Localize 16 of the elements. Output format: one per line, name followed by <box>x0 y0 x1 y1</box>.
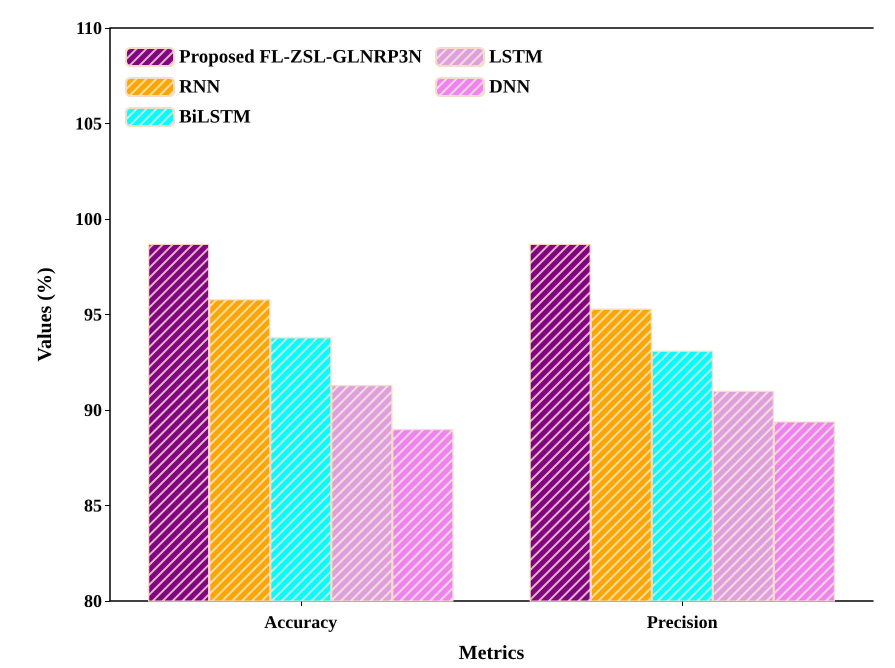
legend-label: BiLSTM <box>179 106 251 128</box>
y-axis-title: Values (%) <box>34 267 56 362</box>
legend-label: DNN <box>489 76 530 98</box>
y-tick-label: 95 <box>84 304 102 324</box>
y-tick-label: 105 <box>75 114 102 134</box>
y-tick-label: 85 <box>84 496 102 516</box>
x-tick-label: Accuracy <box>264 612 338 632</box>
y-tick-label: 110 <box>76 18 102 38</box>
x-axis-title: Metrics <box>458 642 524 664</box>
legend-label: RNN <box>179 76 220 98</box>
legend-label: LSTM <box>489 46 543 68</box>
legend-label: Proposed FL-ZSL-GLNRP3N <box>179 46 422 68</box>
y-tick-label: 80 <box>84 591 102 611</box>
y-tick-label: 90 <box>84 400 102 420</box>
y-tick-label: 100 <box>75 209 102 229</box>
x-tick-label: Precision <box>646 612 718 632</box>
